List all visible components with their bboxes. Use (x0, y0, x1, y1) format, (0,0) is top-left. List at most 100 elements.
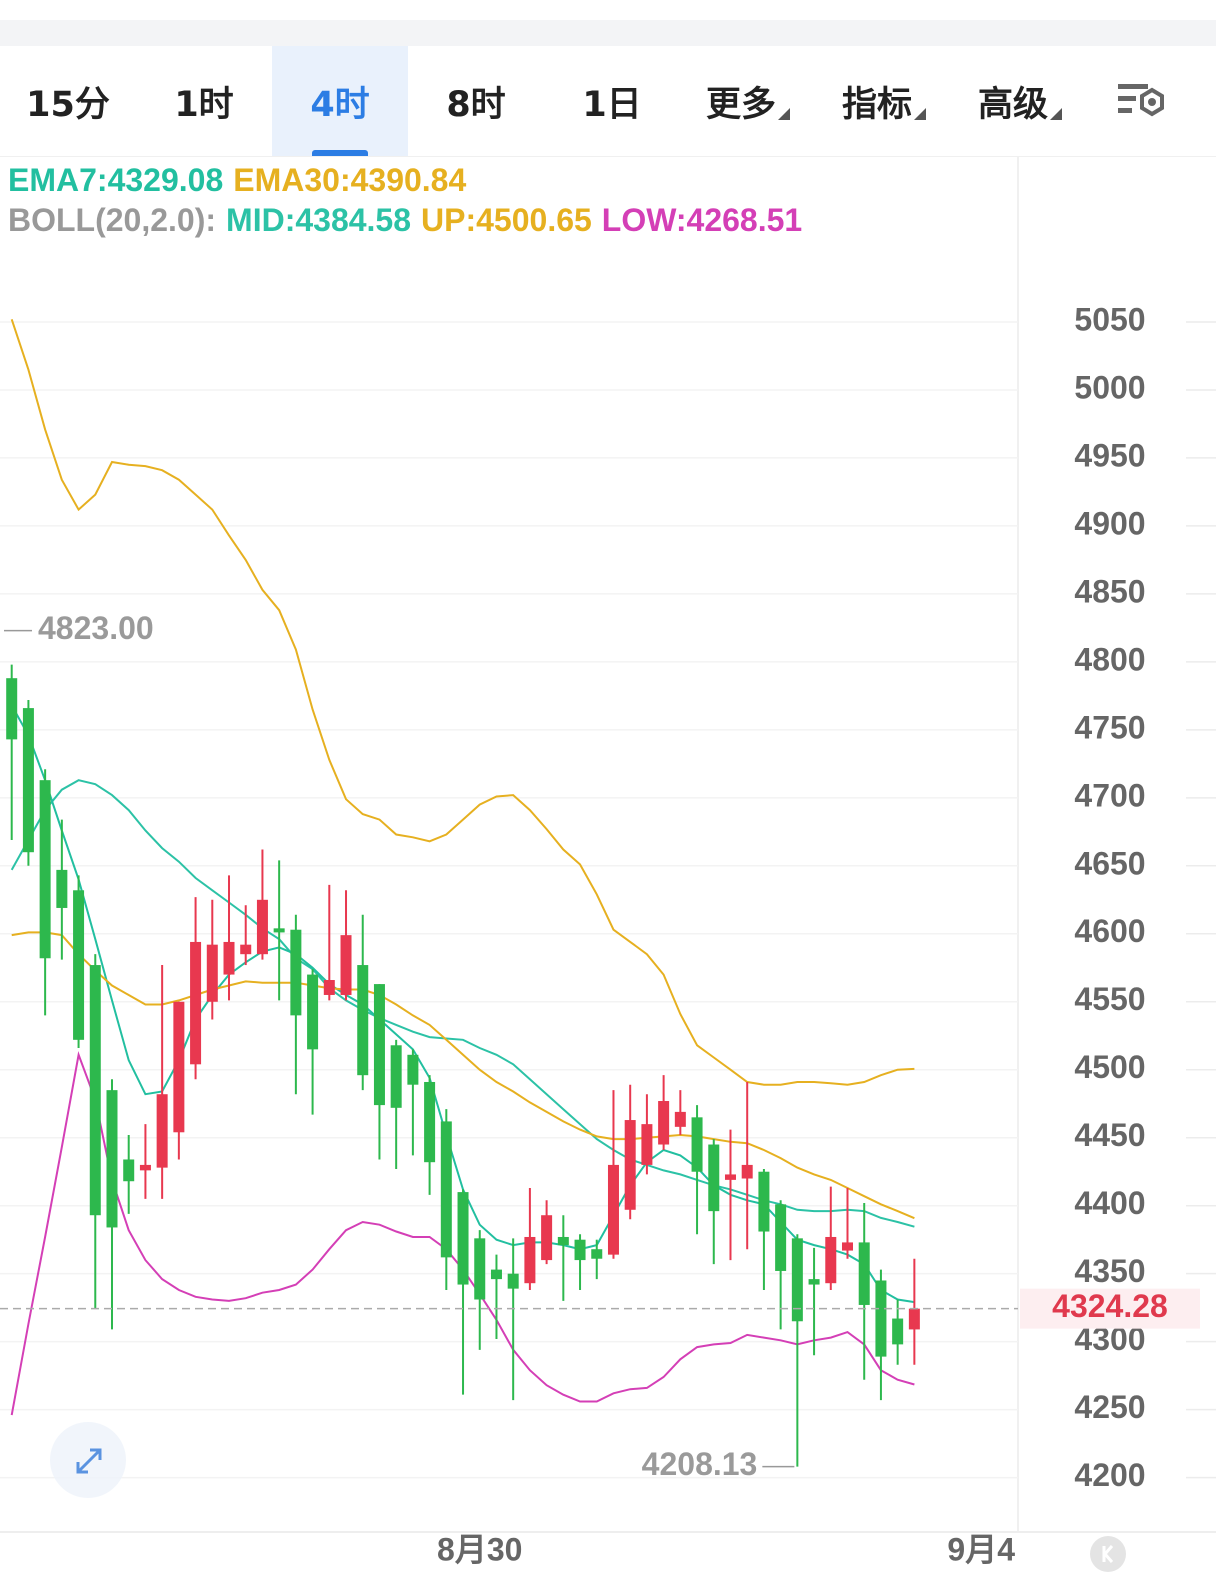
y-tick-label: 4750 (1074, 709, 1145, 745)
candle-body (123, 1159, 135, 1182)
candle-body (741, 1164, 753, 1179)
legend-entry: UP:4500.65 (421, 202, 592, 238)
y-tick-label: 4800 (1074, 641, 1145, 677)
candle-body (256, 899, 268, 955)
candle-body (908, 1308, 920, 1330)
y-tick-label: 4400 (1074, 1185, 1145, 1221)
y-tick-label: 4450 (1074, 1117, 1145, 1153)
tab-label: 4时 (310, 84, 370, 125)
plot-area (6, 318, 920, 1467)
last-price-label: 4324.28 (1052, 1288, 1168, 1324)
candle-body (440, 1121, 452, 1258)
y-tick-label: 4650 (1074, 845, 1145, 881)
candle-body (22, 708, 34, 853)
tab-label: 更多 (705, 84, 776, 125)
legend-entry: EMA7:4329.08 (8, 162, 224, 198)
boll-label: BOLL(20,2.0): (8, 202, 217, 238)
indicator-legend: EMA7:4329.08 EMA30:4390.84 BOLL(20,2.0): … (8, 160, 802, 240)
menu-arrow (1050, 108, 1062, 120)
candle-body (373, 984, 385, 1106)
last-price-box (1020, 1288, 1200, 1329)
high-marker-label: 4823.00 (38, 610, 154, 646)
candle-body (641, 1124, 653, 1165)
tab[interactable]: 8时 (408, 46, 544, 156)
legend-entry: EMA30:4390.84 (233, 162, 467, 198)
candle-body (892, 1318, 904, 1345)
candle-body (190, 941, 202, 1065)
candle-body (424, 1081, 436, 1163)
candle-body (758, 1171, 770, 1232)
tab[interactable]: 更多 (680, 46, 816, 156)
candle-body (474, 1238, 486, 1300)
candle-body (307, 974, 319, 1050)
tab-label: 15分 (26, 84, 110, 125)
tab[interactable]: 15分 (0, 46, 136, 156)
tab[interactable]: 1时 (136, 46, 272, 156)
candle-body (139, 1164, 151, 1171)
settings-icon[interactable] (1112, 72, 1172, 132)
tab-underline (312, 150, 368, 156)
candle-body (457, 1192, 469, 1285)
candle-body (89, 965, 101, 1216)
candle-body (858, 1242, 870, 1305)
candle-body (541, 1215, 553, 1261)
candle-body (273, 928, 285, 933)
x-tick-label: 8月30 (437, 1531, 522, 1567)
indicator-line (10, 1051, 915, 1416)
low-marker-label: 4208.13 (642, 1446, 758, 1482)
indicator-line (11, 931, 915, 1220)
candle-body (724, 1174, 736, 1180)
candle-body (791, 1238, 803, 1322)
candle-body (875, 1280, 887, 1357)
y-tick-label: 4250 (1074, 1389, 1145, 1425)
candle-body (808, 1279, 820, 1285)
candle-body (106, 1090, 118, 1228)
tab-label: 1时 (174, 84, 234, 125)
x-tick-label: 9月4 (947, 1531, 1015, 1567)
expand-button[interactable] (48, 1420, 128, 1500)
tab[interactable]: 4时 (272, 46, 408, 156)
candle-body (691, 1117, 703, 1172)
candle-body (56, 869, 68, 908)
candle-body (6, 678, 18, 740)
top-strip (0, 20, 1216, 46)
legend-row: EMA7:4329.08 EMA30:4390.84 (8, 160, 802, 200)
tab[interactable]: 高级 (952, 46, 1088, 156)
legend-row: BOLL(20,2.0): MID:4384.58 UP:4500.65 LOW:4… (8, 200, 802, 240)
tab[interactable]: 指标 (816, 46, 952, 156)
candle-body (775, 1204, 787, 1271)
candle-body (290, 929, 302, 1016)
y-tick-label: 4200 (1074, 1457, 1145, 1493)
candle-body (39, 780, 51, 959)
menu-arrow (778, 108, 790, 120)
y-tick-label: 4500 (1074, 1049, 1145, 1085)
tab-bar: 15分 1时 4时 8时 1日 更多 指标 高级 (0, 46, 1216, 157)
k-icon[interactable] (1088, 1534, 1128, 1574)
legend-entry: MID:4384.58 (226, 202, 412, 238)
legend-entry: LOW:4268.51 (601, 202, 803, 238)
y-tick-label: 4600 (1074, 913, 1145, 949)
candle-body (240, 944, 252, 955)
y-tick-label: 4900 (1074, 505, 1145, 541)
candle-body (524, 1236, 536, 1284)
candle-body (574, 1239, 586, 1261)
candle-body (674, 1111, 686, 1127)
indicator-line (10, 318, 915, 1086)
candle-body (390, 1045, 402, 1108)
candle-body (340, 935, 352, 995)
candle-body (557, 1236, 569, 1246)
candle-body (223, 941, 235, 975)
tab-label: 1日 (582, 84, 642, 125)
candle-body (156, 1094, 168, 1168)
candle-body (407, 1054, 419, 1085)
indicator-line (10, 704, 915, 1304)
candle-body (73, 890, 85, 1040)
tab-label: 高级 (977, 84, 1048, 125)
menu-arrow (914, 108, 926, 120)
y-tick-label: 4550 (1074, 981, 1145, 1017)
tab[interactable]: 1日 (544, 46, 680, 156)
candle-body (323, 980, 335, 995)
candle-body (841, 1242, 853, 1251)
y-tick-label: 4950 (1074, 437, 1145, 473)
